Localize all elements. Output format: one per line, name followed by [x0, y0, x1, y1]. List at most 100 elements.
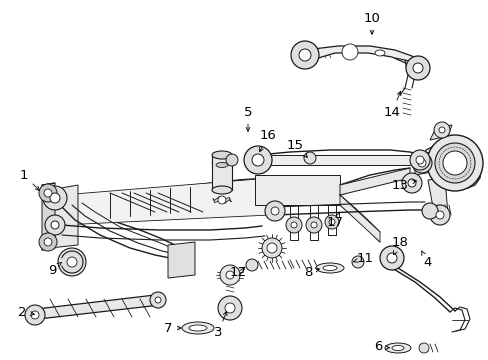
Circle shape — [426, 135, 482, 191]
Circle shape — [285, 217, 302, 233]
Ellipse shape — [391, 346, 403, 351]
Circle shape — [409, 150, 429, 170]
Text: 4: 4 — [421, 251, 431, 270]
Polygon shape — [62, 178, 269, 225]
Circle shape — [44, 238, 52, 246]
Circle shape — [218, 296, 242, 320]
Circle shape — [25, 305, 45, 325]
Circle shape — [225, 154, 238, 166]
Circle shape — [438, 127, 444, 133]
Text: 3: 3 — [213, 311, 226, 339]
Circle shape — [421, 203, 437, 219]
Text: 17: 17 — [326, 212, 343, 229]
Circle shape — [251, 154, 264, 166]
Polygon shape — [429, 125, 451, 140]
Circle shape — [150, 292, 165, 308]
Text: 18: 18 — [391, 235, 407, 255]
Circle shape — [298, 49, 310, 61]
Polygon shape — [168, 242, 195, 278]
Ellipse shape — [384, 343, 410, 353]
Circle shape — [51, 221, 59, 229]
Circle shape — [218, 196, 225, 204]
Circle shape — [407, 179, 415, 187]
Polygon shape — [50, 185, 78, 248]
Circle shape — [224, 303, 235, 313]
Polygon shape — [42, 183, 55, 250]
Circle shape — [43, 186, 67, 210]
Circle shape — [351, 256, 363, 268]
Text: 9: 9 — [48, 262, 61, 276]
Circle shape — [305, 217, 321, 233]
Polygon shape — [254, 175, 339, 205]
Circle shape — [429, 205, 449, 225]
Circle shape — [290, 41, 318, 69]
Circle shape — [412, 63, 422, 73]
Text: 8: 8 — [303, 266, 319, 279]
Circle shape — [50, 193, 60, 203]
Ellipse shape — [374, 50, 384, 56]
Polygon shape — [424, 138, 481, 188]
Polygon shape — [28, 295, 160, 320]
Ellipse shape — [315, 263, 343, 273]
Text: 7: 7 — [163, 321, 181, 334]
Circle shape — [433, 122, 449, 138]
Circle shape — [379, 246, 403, 270]
Circle shape — [39, 184, 57, 202]
Ellipse shape — [323, 266, 336, 270]
Circle shape — [415, 156, 423, 164]
Text: 11: 11 — [353, 252, 373, 265]
Circle shape — [264, 201, 285, 221]
Polygon shape — [305, 46, 419, 72]
Circle shape — [58, 248, 86, 276]
Circle shape — [304, 152, 315, 164]
Circle shape — [442, 151, 466, 175]
Text: 16: 16 — [259, 129, 276, 152]
Text: 12: 12 — [229, 266, 246, 279]
Polygon shape — [414, 152, 431, 175]
Circle shape — [405, 56, 429, 80]
Text: 10: 10 — [363, 12, 380, 34]
Text: 2: 2 — [18, 306, 34, 319]
Circle shape — [328, 219, 334, 225]
Circle shape — [244, 146, 271, 174]
Circle shape — [418, 343, 428, 353]
Circle shape — [434, 143, 474, 183]
Ellipse shape — [216, 162, 227, 167]
Polygon shape — [212, 155, 231, 190]
Circle shape — [31, 311, 39, 319]
Circle shape — [411, 153, 431, 173]
Circle shape — [270, 207, 279, 215]
Circle shape — [39, 233, 57, 251]
Ellipse shape — [182, 322, 214, 334]
Circle shape — [401, 173, 421, 193]
Circle shape — [262, 238, 282, 258]
Circle shape — [220, 265, 240, 285]
Circle shape — [45, 215, 65, 235]
Polygon shape — [339, 168, 409, 195]
Polygon shape — [258, 155, 419, 165]
Circle shape — [266, 243, 276, 253]
Polygon shape — [427, 178, 447, 218]
Ellipse shape — [212, 186, 231, 194]
Circle shape — [245, 259, 258, 271]
Ellipse shape — [212, 151, 231, 159]
Circle shape — [435, 211, 443, 219]
Text: 15: 15 — [286, 139, 307, 157]
Circle shape — [417, 159, 425, 167]
Polygon shape — [339, 195, 379, 242]
Text: 1: 1 — [20, 168, 40, 190]
Circle shape — [310, 222, 316, 228]
Text: 13: 13 — [391, 179, 416, 192]
Ellipse shape — [189, 325, 206, 331]
Text: 14: 14 — [383, 91, 400, 118]
Text: 5: 5 — [243, 105, 252, 131]
Circle shape — [44, 189, 52, 197]
Circle shape — [67, 257, 77, 267]
Text: 6: 6 — [373, 341, 388, 354]
Circle shape — [325, 215, 338, 229]
Circle shape — [290, 222, 296, 228]
Circle shape — [341, 44, 357, 60]
Circle shape — [225, 271, 234, 279]
Circle shape — [155, 297, 161, 303]
Circle shape — [386, 253, 396, 263]
